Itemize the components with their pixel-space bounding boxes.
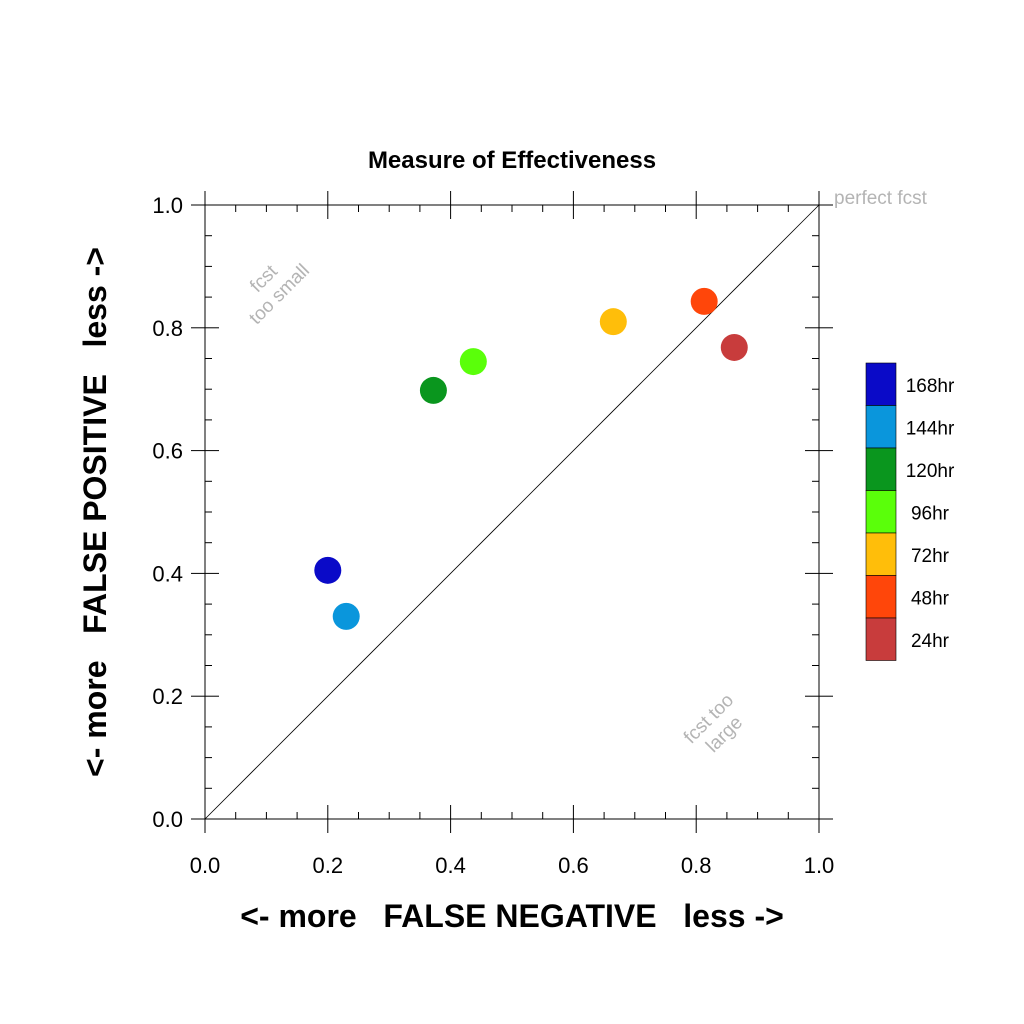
data-point-24hr xyxy=(720,333,748,361)
legend-swatch-24hr xyxy=(865,617,897,661)
x-tick-label: 0.0 xyxy=(190,853,221,878)
annotation-too-small-line2: too small xyxy=(245,260,314,329)
x-tick-label: 0.6 xyxy=(558,853,589,878)
data-point-72hr xyxy=(599,308,627,336)
y-tick-label: 0.8 xyxy=(152,316,183,341)
x-tick-label: 1.0 xyxy=(804,853,835,878)
data-points xyxy=(314,287,748,630)
legend: 168hr 144hr 120hr 96hr 72hr 48hr 24hr xyxy=(865,362,955,661)
legend-label-144hr: 144hr xyxy=(906,419,955,440)
y-axis-label: <- more FALSE POSITIVE less -> xyxy=(77,247,113,777)
data-point-144hr xyxy=(332,602,360,630)
legend-swatch-144hr xyxy=(865,405,897,449)
legend-label-96hr: 96hr xyxy=(911,504,950,525)
axis-tick-labels: 0.0 0.2 0.4 0.6 0.8 1.0 0.0 0.2 0.4 0.6 0.8 1.0 xyxy=(152,193,834,878)
legend-swatch-48hr xyxy=(865,575,897,619)
legend-swatch-96hr xyxy=(865,490,897,534)
data-point-120hr xyxy=(419,376,447,404)
y-tick-label: 1.0 xyxy=(152,193,183,218)
x-axis-label: <- more FALSE NEGATIVE less -> xyxy=(240,898,784,934)
annotation-fcst-too-small: fcst too small xyxy=(245,260,314,329)
data-point-96hr xyxy=(459,348,487,376)
reference-diagonal xyxy=(204,204,820,820)
y-tick-label: 0.4 xyxy=(152,561,183,586)
y-tick-label: 0.0 xyxy=(152,807,183,832)
x-tick-label: 0.4 xyxy=(435,853,466,878)
annotation-fcst-too-large: fcst too large xyxy=(680,690,747,757)
legend-label-24hr: 24hr xyxy=(911,631,950,652)
annotation-perfect-fcst: perfect fcst xyxy=(834,188,928,209)
x-tick-label: 0.2 xyxy=(313,853,344,878)
chart-title: Measure of Effectiveness xyxy=(368,147,656,174)
y-tick-label: 0.2 xyxy=(152,684,183,709)
legend-swatch-120hr xyxy=(865,447,897,491)
y-tick-label: 0.6 xyxy=(152,439,183,464)
legend-label-168hr: 168hr xyxy=(906,376,955,397)
data-point-48hr xyxy=(690,287,718,315)
legend-label-120hr: 120hr xyxy=(906,461,955,482)
legend-swatch-168hr xyxy=(865,362,897,406)
legend-label-72hr: 72hr xyxy=(911,546,950,567)
legend-swatch-72hr xyxy=(865,532,897,576)
plot-frame xyxy=(204,204,820,820)
legend-label-48hr: 48hr xyxy=(911,589,950,610)
x-tick-label: 0.8 xyxy=(681,853,712,878)
data-point-168hr xyxy=(314,556,342,584)
